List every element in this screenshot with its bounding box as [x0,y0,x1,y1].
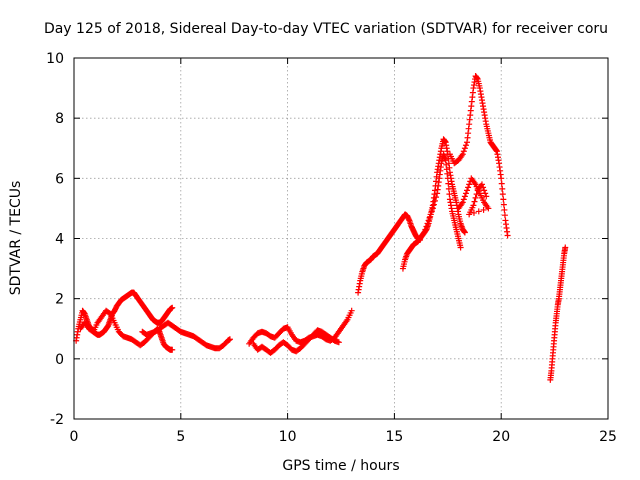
data-point [472,194,479,201]
y-tick-label: 4 [55,232,64,248]
data-point [562,244,569,251]
data-point [480,184,487,191]
x-tick-label: 15 [385,429,403,445]
y-tick-label: 10 [46,51,64,67]
y-axis-label: SDTVAR / TECUs [8,181,24,296]
x-tick-label: 25 [599,429,617,445]
data-point [485,205,492,212]
data-point [478,181,485,188]
data-point [466,181,473,188]
data-point [501,212,508,219]
data-point [425,217,432,224]
data-point [461,229,468,236]
data-point [460,148,467,155]
data-point [445,180,452,187]
series-track-h [417,151,464,251]
data-point [427,211,434,218]
series-track-j [455,175,492,218]
data-point [431,197,438,204]
data-point [433,194,440,201]
series-track-f [355,211,424,296]
y-axis-ticks: -2 0 2 4 6 8 10 [46,51,608,428]
data-point [429,205,436,212]
data-point [473,191,480,198]
data-point [459,151,466,158]
series-track-k [547,244,569,383]
x-axis-ticks: 0 5 10 15 20 25 [70,58,617,445]
data-point [500,196,507,203]
x-tick-label: 20 [492,429,510,445]
chart-title: Day 125 of 2018, Sidereal Day-to-day VTE… [44,21,608,37]
data-point [475,208,482,215]
series-track-b [77,307,176,353]
y-tick-label: -2 [50,412,64,428]
data-point [499,191,506,198]
data-point [483,193,490,200]
data-points [73,73,569,383]
data-point [226,336,233,343]
data-point [106,309,113,316]
data-point [500,201,507,208]
x-axis-label: GPS time / hours [282,458,399,474]
data-point [169,304,176,311]
data-point [499,185,506,192]
data-point [424,220,431,227]
y-tick-label: 6 [55,171,64,187]
data-point [471,198,478,205]
data-point [460,196,467,203]
y-tick-label: 0 [55,352,64,368]
data-point [459,199,466,206]
plot-frame [73,57,609,420]
data-point [504,232,511,239]
series-track-c [139,319,233,352]
series-track-a [73,289,176,344]
data-point [335,339,342,346]
data-point [464,187,471,194]
data-point [422,226,429,233]
data-point [169,346,176,353]
data-point [428,208,435,215]
x-tick-label: 5 [176,429,185,445]
data-point [446,191,453,198]
data-point [470,202,477,209]
series-track-e [250,327,342,356]
data-point [445,185,452,192]
data-point [462,142,469,149]
data-point [481,187,488,194]
data-point [461,145,468,152]
data-point [498,180,505,187]
series-track-i [446,73,511,239]
y-tick-label: 2 [55,292,64,308]
data-point [498,175,505,182]
x-tick-label: 10 [279,429,297,445]
data-point [501,206,508,213]
data-point [348,307,355,314]
data-point [457,244,464,251]
y-tick-label: 8 [55,111,64,127]
data-point [444,175,451,182]
grid-lines [74,58,608,419]
data-point [426,214,433,221]
data-point [470,209,477,216]
data-point [465,184,472,191]
data-point [423,223,430,230]
data-point [462,190,469,197]
x-tick-label: 0 [70,429,79,445]
data-point [421,229,428,236]
data-point [480,206,487,213]
data-point [461,193,468,200]
data-point [430,201,437,208]
data-point [482,190,489,197]
